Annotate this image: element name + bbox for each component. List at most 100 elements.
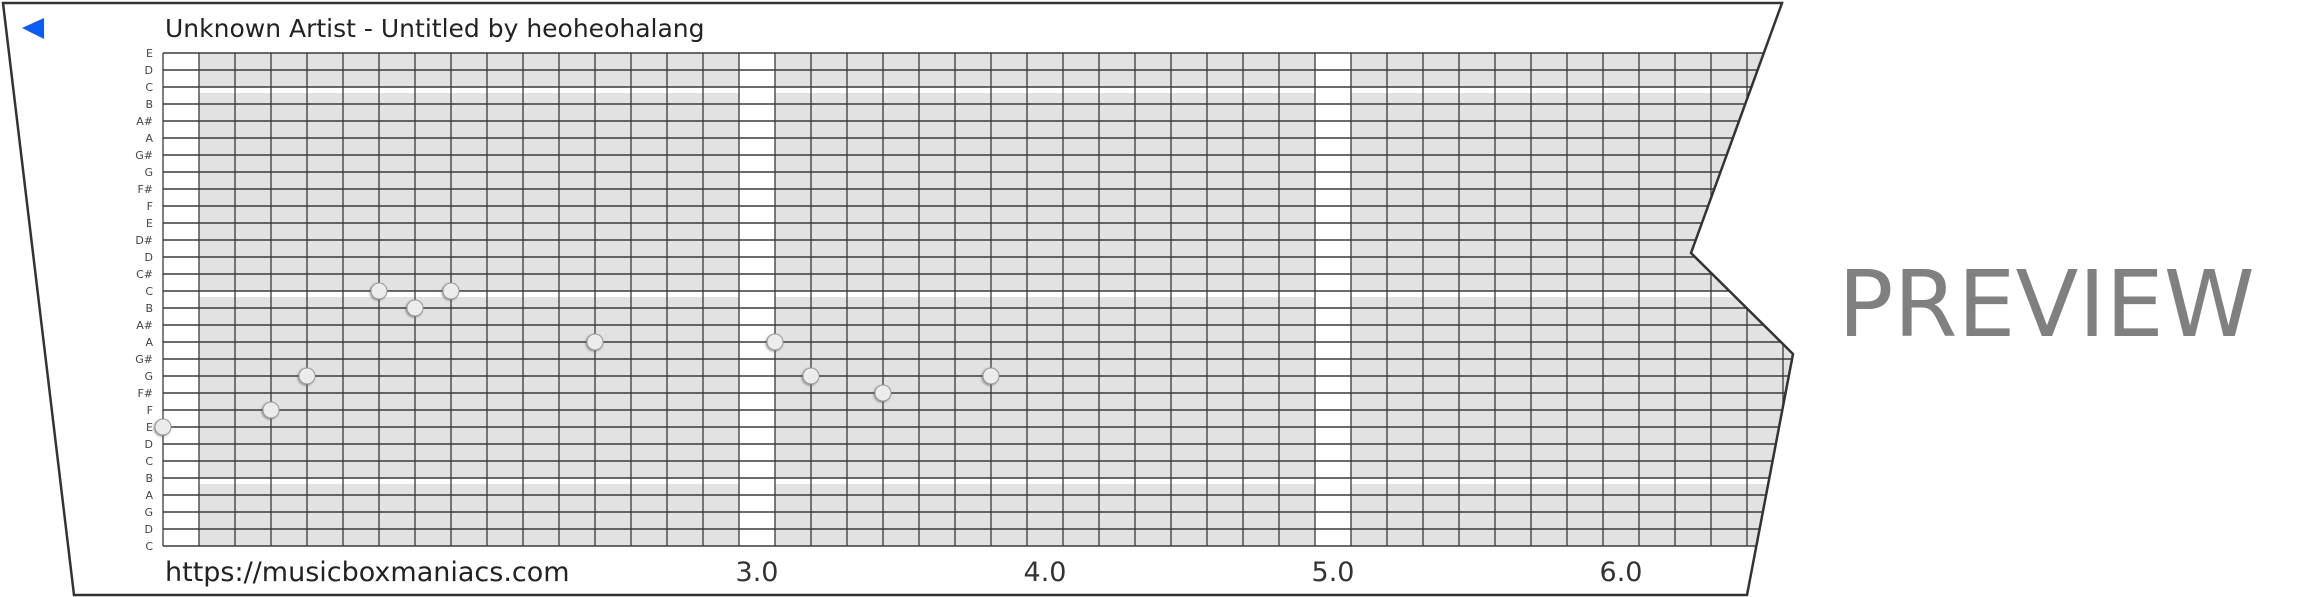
grid-cell-column [1783, 53, 1793, 87]
grid-cell-column [1495, 297, 1531, 478]
grid-cell-column [991, 93, 1027, 291]
grid-cell-column [919, 93, 955, 291]
note-A [766, 333, 784, 351]
grid-cell-column [919, 484, 955, 546]
grid-cell-column [1243, 484, 1279, 546]
note-G [298, 367, 316, 385]
grid-cell-column [595, 484, 631, 546]
grid-cell-column [1063, 484, 1099, 546]
pitch-label: G [144, 166, 153, 179]
grid-cell-column [631, 484, 667, 546]
beat-label: 6.0 [1600, 557, 1643, 588]
pitch-label: C [145, 285, 153, 298]
grid-cell-column [559, 297, 595, 478]
grid-cell-column [523, 93, 559, 291]
grid-cell-column [451, 484, 487, 546]
grid-cell-column [1063, 93, 1099, 291]
grid-cell-column [199, 297, 235, 478]
pitch-label: A [145, 132, 153, 145]
grid-cell-column [1423, 484, 1459, 546]
pitch-label: A# [136, 319, 153, 332]
grid-cell-column [271, 93, 307, 291]
back-button[interactable] [22, 18, 44, 39]
grid-cell-column [847, 484, 883, 546]
pitch-label: G# [135, 353, 153, 366]
pitch-label: D [145, 251, 153, 264]
grid-cell-column [1099, 93, 1135, 291]
grid-cell-column [1603, 93, 1639, 291]
grid-cell-column [1243, 93, 1279, 291]
grid-cell-column [1603, 484, 1639, 546]
grid-cell-column [1207, 93, 1243, 291]
grid-cell-column [1207, 297, 1243, 478]
grid-cell-column [955, 93, 991, 291]
pitch-label: F [147, 404, 153, 417]
grid-cell-column [451, 93, 487, 291]
grid-cell-column [811, 297, 847, 478]
grid-cell-column [1459, 297, 1495, 478]
grid-cell-column [1207, 484, 1243, 546]
pitch-label: B [145, 98, 153, 111]
grid-cell-column [1387, 93, 1423, 291]
notes [154, 282, 1000, 436]
pitch-label: D [145, 64, 153, 77]
grid-cell-column [235, 484, 271, 546]
grid-cell-column [1675, 297, 1711, 478]
grid-cell-column [1711, 484, 1747, 546]
pitch-label: C [145, 455, 153, 468]
note-F [262, 401, 280, 419]
strip-border [1, 1, 1795, 597]
grid-cell-column [307, 93, 343, 291]
grid-cell-column [595, 93, 631, 291]
grid-cell-column [343, 484, 379, 546]
pitch-label: B [145, 472, 153, 485]
grid-cell-column [1567, 297, 1603, 478]
grid-cell-column [199, 484, 235, 546]
grid-cell-column [559, 484, 595, 546]
grid-cell-column [811, 93, 847, 291]
grid-cell-column [271, 484, 307, 546]
grid-cell-column [523, 297, 559, 478]
grid-cell-column [1279, 484, 1315, 546]
grid-cell-column [1783, 93, 1793, 291]
grid-cell-column [307, 484, 343, 546]
grid-cell-column [1675, 93, 1711, 291]
grid-cell-column [523, 484, 559, 546]
grid-cell-column [1135, 297, 1171, 478]
grid-cell-column [271, 297, 307, 478]
grid-cell-column [1351, 297, 1387, 478]
grid-cell-column [1063, 297, 1099, 478]
back-triangle-icon[interactable] [22, 18, 44, 39]
grid-cell-column [1243, 297, 1279, 478]
grid-cell-column [991, 484, 1027, 546]
grid-cell-column [1747, 484, 1783, 546]
grid-cell-column [343, 93, 379, 291]
note-C [370, 282, 388, 300]
grid-cell-column [1711, 93, 1747, 291]
grid-cell-column [415, 93, 451, 291]
grid-cell-column [487, 297, 523, 478]
grid-cell-column [1747, 297, 1783, 478]
grid-cell-column [1027, 484, 1063, 546]
pitch-label: F# [137, 183, 153, 196]
grid-cell-column [775, 484, 811, 546]
grid-cell-column [703, 484, 739, 546]
pitch-label: D [145, 438, 153, 451]
grid-cell-column [1279, 297, 1315, 478]
grid-cell-column [1711, 297, 1747, 478]
grid-cell-column [1387, 484, 1423, 546]
grid-cell-column [1423, 297, 1459, 478]
pitch-label: C# [136, 268, 153, 281]
grid-cell-column [1495, 484, 1531, 546]
grid-cell-column [1423, 93, 1459, 291]
grid-cell-column [1027, 93, 1063, 291]
grid-cell-column [1531, 93, 1567, 291]
grid-cell-column [1099, 297, 1135, 478]
grid-cell-column [1495, 93, 1531, 291]
grid-cell-column [919, 297, 955, 478]
grid-cell-column [307, 297, 343, 478]
grid-cell-column [955, 484, 991, 546]
grid-cell-column [1639, 93, 1675, 291]
site-url[interactable]: https://musicboxmaniacs.com [165, 557, 570, 588]
